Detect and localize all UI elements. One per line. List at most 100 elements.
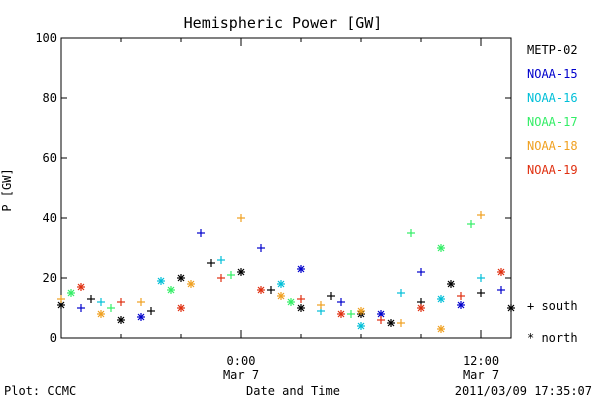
data-point-north <box>277 292 285 300</box>
legend-entry: METP-02 <box>527 43 578 57</box>
marker-stroke <box>297 265 305 273</box>
data-point-south <box>87 295 95 303</box>
plot-credit: Plot: CCMC <box>4 384 76 398</box>
x-tick-label-time: 12:00 <box>463 354 499 368</box>
legend: METP-02 NOAA-15 NOAA-16 NOAA-17 NOAA-18 NOAA-… <box>527 43 578 177</box>
data-point-south <box>117 298 125 306</box>
data-point-south <box>397 319 405 327</box>
data-point-north <box>277 280 285 288</box>
data-point-south <box>317 301 325 309</box>
y-tick-label: 20 <box>43 271 57 285</box>
marker-stroke <box>277 280 285 288</box>
marker-stroke <box>177 304 185 312</box>
marker-stroke <box>497 268 505 276</box>
data-point-south <box>227 271 235 279</box>
data-point-south <box>337 298 345 306</box>
data-point-north <box>187 280 195 288</box>
marker-stroke <box>137 313 145 321</box>
data-point-south <box>477 274 485 282</box>
data-point-north <box>57 301 65 309</box>
marker-stroke <box>457 301 465 309</box>
data-point-south <box>77 304 85 312</box>
marker-stroke <box>357 322 365 330</box>
data-point-north <box>137 313 145 321</box>
data-point-south <box>207 259 215 267</box>
data-point-south <box>217 274 225 282</box>
data-point-north <box>97 310 105 318</box>
data-point-south <box>297 295 305 303</box>
marker-stroke <box>67 289 75 297</box>
data-point-north <box>507 304 515 312</box>
data-point-south <box>467 220 475 228</box>
marker-stroke <box>417 304 425 312</box>
marker-legend-entry: * north <box>527 331 578 345</box>
data-point-north <box>447 280 455 288</box>
data-point-north <box>357 307 365 315</box>
data-point-north <box>297 304 305 312</box>
marker-legend-entry: + south <box>527 299 578 313</box>
data-point-north <box>287 298 295 306</box>
data-point-north <box>417 304 425 312</box>
data-point-north <box>387 319 395 327</box>
data-point-north <box>117 316 125 324</box>
x-tick-label-date: Mar 7 <box>223 368 259 382</box>
x-tick-label-date: Mar 7 <box>463 368 499 382</box>
marker-stroke <box>77 283 85 291</box>
data-point-south <box>377 316 385 324</box>
marker-stroke <box>447 280 455 288</box>
marker-stroke <box>507 304 515 312</box>
marker-stroke <box>287 298 295 306</box>
data-point-north <box>77 283 85 291</box>
data-point-south <box>457 292 465 300</box>
y-tick-label: 80 <box>43 91 57 105</box>
plot-frame <box>60 37 512 339</box>
data-point-south <box>347 310 355 318</box>
data-points <box>57 211 515 333</box>
marker-stroke <box>437 295 445 303</box>
marker-stroke <box>377 310 385 318</box>
legend-entry: NOAA-18 <box>527 139 578 153</box>
data-point-north <box>437 325 445 333</box>
legend-entry: NOAA-19 <box>527 163 578 177</box>
data-point-north <box>497 268 505 276</box>
data-point-south <box>267 286 275 294</box>
data-point-south <box>137 298 145 306</box>
y-axis: 0 20 40 60 80 100 <box>35 31 511 345</box>
data-point-south <box>477 289 485 297</box>
data-point-south <box>57 295 65 303</box>
data-point-north <box>457 301 465 309</box>
data-point-north <box>67 289 75 297</box>
data-point-south <box>217 256 225 264</box>
y-tick-label: 40 <box>43 211 57 225</box>
data-point-north <box>167 286 175 294</box>
data-point-south <box>327 292 335 300</box>
marker-stroke <box>437 325 445 333</box>
marker-stroke <box>237 268 245 276</box>
data-point-north <box>177 274 185 282</box>
data-point-north <box>337 310 345 318</box>
data-point-south <box>257 244 265 252</box>
data-point-south <box>417 268 425 276</box>
plot-area <box>60 37 512 339</box>
chart-title: Hemispheric Power [GW] <box>184 14 383 32</box>
marker-stroke <box>277 292 285 300</box>
data-point-north <box>437 244 445 252</box>
data-point-north <box>377 310 385 318</box>
marker-stroke <box>187 280 195 288</box>
marker-stroke <box>297 304 305 312</box>
data-point-south <box>477 211 485 219</box>
data-point-north <box>437 295 445 303</box>
marker-stroke <box>97 310 105 318</box>
y-tick-label: 60 <box>43 151 57 165</box>
data-point-north <box>237 268 245 276</box>
marker-stroke <box>157 277 165 285</box>
legend-entry: NOAA-15 <box>527 67 578 81</box>
y-axis-label: P [GW] <box>0 168 14 211</box>
data-point-south <box>107 304 115 312</box>
data-point-south <box>497 286 505 294</box>
data-point-south <box>197 229 205 237</box>
data-point-north <box>357 322 365 330</box>
data-point-south <box>97 298 105 306</box>
